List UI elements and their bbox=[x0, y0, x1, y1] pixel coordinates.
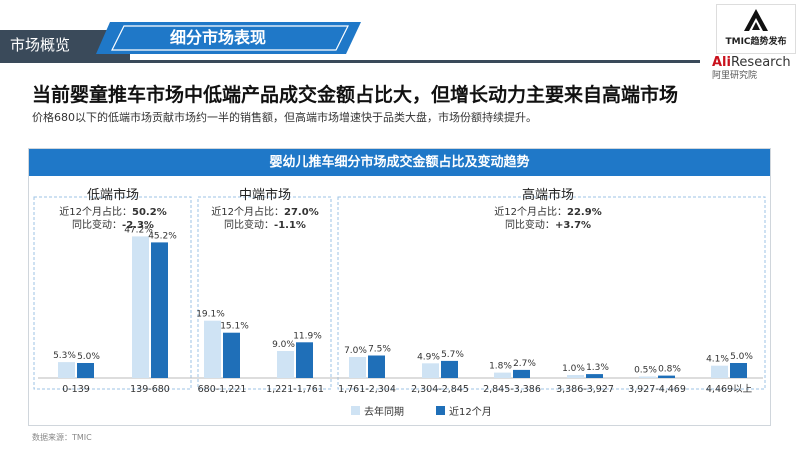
data-label-recent: 7.5% bbox=[368, 345, 391, 355]
bar-prior bbox=[567, 375, 584, 378]
segment-box-2 bbox=[337, 196, 766, 390]
tmic-logo-icon bbox=[744, 9, 768, 31]
data-label-prior: 1.0% bbox=[562, 364, 585, 374]
bar-recent bbox=[151, 242, 168, 378]
data-label-recent: 15.1% bbox=[220, 322, 249, 332]
data-label-prior: 4.1% bbox=[706, 355, 729, 365]
segment-share: 近12个月占比：22.9% bbox=[494, 205, 601, 218]
bar-prior bbox=[204, 320, 221, 378]
x-tick-label: 0-139 bbox=[62, 384, 90, 395]
x-tick-label: 3,386-3,927 bbox=[556, 384, 614, 395]
data-label-recent: 45.2% bbox=[148, 231, 177, 241]
data-label-prior: 9.0% bbox=[272, 340, 295, 350]
bar-recent bbox=[296, 342, 313, 378]
bar-recent bbox=[223, 332, 240, 378]
data-label-prior: 1.8% bbox=[489, 362, 512, 372]
legend-label-recent: 近12个月 bbox=[449, 405, 492, 418]
segment-box-1 bbox=[197, 196, 332, 390]
data-label-prior: 5.3% bbox=[53, 351, 76, 361]
bar-recent bbox=[368, 355, 385, 378]
bar-recent bbox=[586, 374, 603, 378]
bar-recent bbox=[513, 369, 530, 378]
data-label-recent: 5.0% bbox=[77, 352, 100, 362]
legend-label-prior: 去年同期 bbox=[364, 405, 404, 418]
segment-share: 近12个月占比：50.2% bbox=[59, 205, 166, 218]
chart-title: 婴幼儿推车细分市场成交金额占比及变动趋势 bbox=[29, 149, 770, 176]
bar-prior bbox=[349, 357, 366, 378]
data-label-recent: 1.3% bbox=[586, 363, 609, 373]
bar-prior bbox=[277, 351, 294, 378]
data-label-prior: 0.5% bbox=[634, 366, 657, 376]
data-label-recent: 2.7% bbox=[513, 359, 536, 369]
x-tick-label: 3,927-4,469 bbox=[628, 384, 686, 395]
bar-recent bbox=[730, 363, 747, 378]
segment-change: 同比变动：-2.3% bbox=[72, 218, 154, 231]
segment-change: 同比变动：+3.7% bbox=[505, 218, 591, 231]
x-tick-label: 1,761-2,304 bbox=[338, 384, 396, 395]
data-label-recent: 0.8% bbox=[658, 365, 681, 375]
tmic-logo: TMIC趋势发布 bbox=[716, 4, 796, 54]
section-ribbon bbox=[96, 20, 361, 56]
bar-prior bbox=[58, 362, 75, 378]
bar-prior bbox=[639, 376, 656, 378]
x-tick-label: 139-680 bbox=[130, 384, 170, 395]
aliresearch-logo: AliResearch 阿里研究院 bbox=[712, 55, 798, 85]
segment-name: 高端市场 bbox=[522, 187, 574, 203]
x-tick-label: 680-1,221 bbox=[198, 384, 247, 395]
x-tick-label: 2,304-2,845 bbox=[411, 384, 469, 395]
page-headline: 当前婴童推车市场中低端产品成交金额占比大，但增长动力主要来自高端市场 bbox=[32, 84, 679, 106]
page-subheadline: 价格680以下的低端市场贡献市场约一半的销售额，但高端市场增速快于品类大盘，市场… bbox=[32, 111, 537, 124]
x-tick-label: 1,221-1,761 bbox=[266, 384, 324, 395]
segment-name: 中端市场 bbox=[239, 187, 291, 203]
segment-box-0 bbox=[33, 196, 192, 390]
data-label-prior: 4.9% bbox=[417, 352, 440, 362]
bar-recent bbox=[658, 375, 675, 378]
bar-recent bbox=[77, 363, 94, 378]
data-label-recent: 11.9% bbox=[293, 331, 322, 341]
data-source: 数据来源：TMIC bbox=[32, 433, 92, 442]
ali-brand: Ali bbox=[712, 55, 731, 70]
ali-brand-rest: Research bbox=[730, 55, 791, 70]
x-tick-label: 2,845-3,386 bbox=[483, 384, 541, 395]
legend-swatch-recent bbox=[436, 406, 445, 415]
segment-change: 同比变动：-1.1% bbox=[224, 218, 306, 231]
legend-swatch-prior bbox=[351, 406, 360, 415]
segment-share: 近12个月占比：27.0% bbox=[211, 205, 318, 218]
bar-prior bbox=[711, 365, 728, 378]
data-label-prior: 19.1% bbox=[196, 310, 225, 320]
data-label-recent: 5.0% bbox=[730, 352, 753, 362]
section-title: 细分市场表现 bbox=[169, 28, 266, 47]
tmic-logo-text: TMIC趋势发布 bbox=[725, 37, 787, 47]
bar-prior bbox=[422, 363, 439, 378]
segment-name: 低端市场 bbox=[87, 187, 139, 203]
ali-sub-text: 阿里研究院 bbox=[712, 71, 758, 81]
data-label-prior: 47.2% bbox=[124, 225, 153, 235]
bar-prior bbox=[132, 236, 149, 378]
bar-prior bbox=[494, 372, 511, 378]
top-bar: 市场概览 细分市场表现 TMIC趋势发布 AliResearch 阿里研究院 bbox=[0, 0, 799, 81]
data-label-prior: 7.0% bbox=[344, 346, 367, 356]
x-tick-label: 4,469以上 bbox=[706, 384, 753, 395]
header-underline bbox=[0, 60, 700, 63]
bar-recent bbox=[441, 360, 458, 378]
data-label-recent: 5.7% bbox=[441, 350, 464, 360]
